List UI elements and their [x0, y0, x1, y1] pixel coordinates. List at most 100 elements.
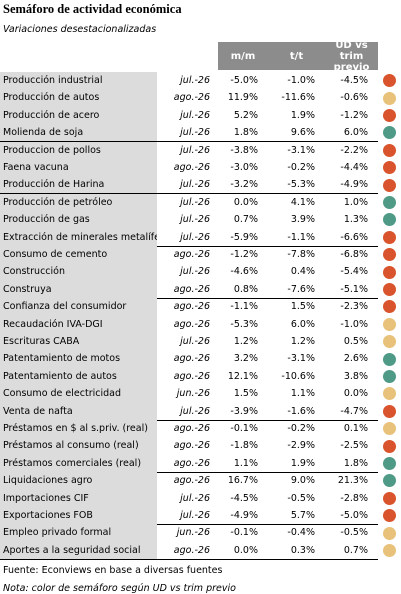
value-cell: -5.3%	[230, 318, 258, 330]
value-cell: -3.1%	[287, 144, 315, 156]
traffic-light	[383, 161, 396, 175]
value-cell: 9.6%	[290, 127, 315, 139]
value-cell: 21.3%	[337, 475, 368, 487]
value-cell: -3.0%	[230, 162, 258, 173]
row-label: Extracción de minerales metalíferos	[0, 228, 157, 246]
group-separator	[0, 471, 378, 473]
row-date: ago.-26	[173, 301, 210, 313]
column-header: t/t	[268, 42, 325, 70]
row-date: jul.-26	[180, 109, 210, 121]
value-cell: -4.6%	[230, 266, 258, 278]
traffic-light	[383, 74, 396, 88]
traffic-light	[383, 509, 396, 523]
traffic-light	[383, 439, 396, 453]
row-label: Producción de autos	[0, 89, 157, 107]
row-date: ago.-26	[173, 353, 210, 365]
value-cell: 1.5%	[233, 388, 258, 400]
group-separator	[0, 193, 378, 195]
value-cell: -0.5%	[340, 527, 368, 539]
value-cell: -4.9%	[340, 179, 368, 191]
value-cell: -1.0%	[287, 75, 315, 86]
row-date: ago.-26	[173, 283, 210, 295]
traffic-light	[383, 387, 396, 401]
group-separator	[0, 141, 378, 143]
traffic-light	[383, 491, 396, 505]
source: Fuente: Econviews en base a diversas fue…	[3, 565, 223, 577]
row-label: Producción de acero	[0, 106, 157, 125]
group-separator	[0, 419, 378, 421]
value-cell: -3.2%	[230, 179, 258, 191]
row-date: jul.-26	[180, 336, 210, 347]
value-cell: 3.9%	[290, 214, 315, 226]
row-label: Préstamos al consumo (real)	[0, 437, 157, 455]
row-label: Producción de petróleo	[0, 193, 157, 212]
value-cell: 0.7%	[233, 214, 258, 226]
value-cell: 0.8%	[233, 283, 258, 295]
value-cell: -1.8%	[230, 440, 258, 452]
value-cell: 6.0%	[343, 127, 368, 139]
row-label: Construcción	[0, 263, 157, 281]
value-cell: 1.5%	[290, 301, 315, 313]
value-cell: -0.1%	[230, 527, 258, 539]
value-cell: -5.9%	[230, 231, 258, 243]
group-separator	[0, 523, 378, 525]
traffic-light	[383, 404, 396, 418]
value-cell: 1.0%	[343, 196, 368, 208]
value-cell: -6.6%	[340, 231, 368, 243]
row-date: ago.-26	[173, 440, 210, 452]
row-date: jul.-26	[180, 179, 210, 191]
value-cell: 16.7%	[227, 475, 258, 487]
value-cell: 0.1%	[343, 423, 368, 434]
row-label: Venta de nafta	[0, 402, 157, 420]
traffic-light	[383, 544, 396, 557]
value-cell: -1.6%	[287, 405, 315, 417]
value-cell: -1.0%	[340, 318, 368, 330]
traffic-light	[383, 230, 396, 244]
row-date: ago.-26	[173, 318, 210, 330]
value-cell: -4.5%	[230, 492, 258, 504]
value-cell: -0.2%	[287, 162, 315, 173]
row-date: jun.-26	[176, 388, 210, 400]
row-label: Aportes a la seguridad social	[0, 541, 157, 560]
value-cell: 0.4%	[290, 266, 315, 278]
traffic-light	[383, 91, 396, 105]
subtitle: Variaciones desestacionalizadas	[3, 24, 157, 35]
traffic-light	[383, 526, 396, 540]
value-cell: 1.8%	[343, 457, 368, 469]
value-cell: -0.6%	[340, 92, 368, 104]
value-cell: 1.2%	[290, 336, 315, 347]
value-cell: -2.3%	[340, 301, 368, 313]
value-cell: 1.2%	[233, 336, 258, 347]
value-cell: -4.7%	[340, 405, 368, 417]
group-separator	[0, 558, 378, 560]
value-cell: -2.2%	[340, 144, 368, 156]
row-date: jun.-26	[176, 527, 210, 539]
row-label: Producción de Harina	[0, 176, 157, 194]
value-cell: -1.2%	[230, 249, 258, 260]
row-label: Patentamiento de autos	[0, 367, 157, 386]
value-cell: -10.6%	[281, 370, 315, 382]
value-cell: -5.4%	[340, 266, 368, 278]
row-date: jul.-26	[180, 127, 210, 139]
value-cell: -0.4%	[287, 527, 315, 539]
traffic-light	[383, 422, 396, 436]
traffic-light	[383, 335, 396, 349]
traffic-light	[383, 248, 396, 262]
value-cell: -5.1%	[340, 283, 368, 295]
row-label: Construya	[0, 280, 157, 299]
row-label: Producción de gas	[0, 211, 157, 229]
row-label: Importaciones CIF	[0, 489, 157, 507]
value-cell: 1.1%	[290, 388, 315, 400]
row-date: jul.-26	[180, 214, 210, 226]
value-cell: 1.3%	[343, 214, 368, 226]
row-label: Produccion de pollos	[0, 141, 157, 159]
value-cell: -5.0%	[340, 510, 368, 521]
value-cell: -4.4%	[340, 162, 368, 173]
row-date: ago.-26	[173, 457, 210, 469]
value-cell: 3.8%	[343, 370, 368, 382]
row-date: ago.-26	[173, 249, 210, 260]
row-date: jul.-26	[180, 196, 210, 208]
row-date: jul.-26	[180, 266, 210, 278]
row-label: Préstamos comerciales (real)	[0, 454, 157, 473]
row-label: Consumo de cemento	[0, 246, 157, 264]
